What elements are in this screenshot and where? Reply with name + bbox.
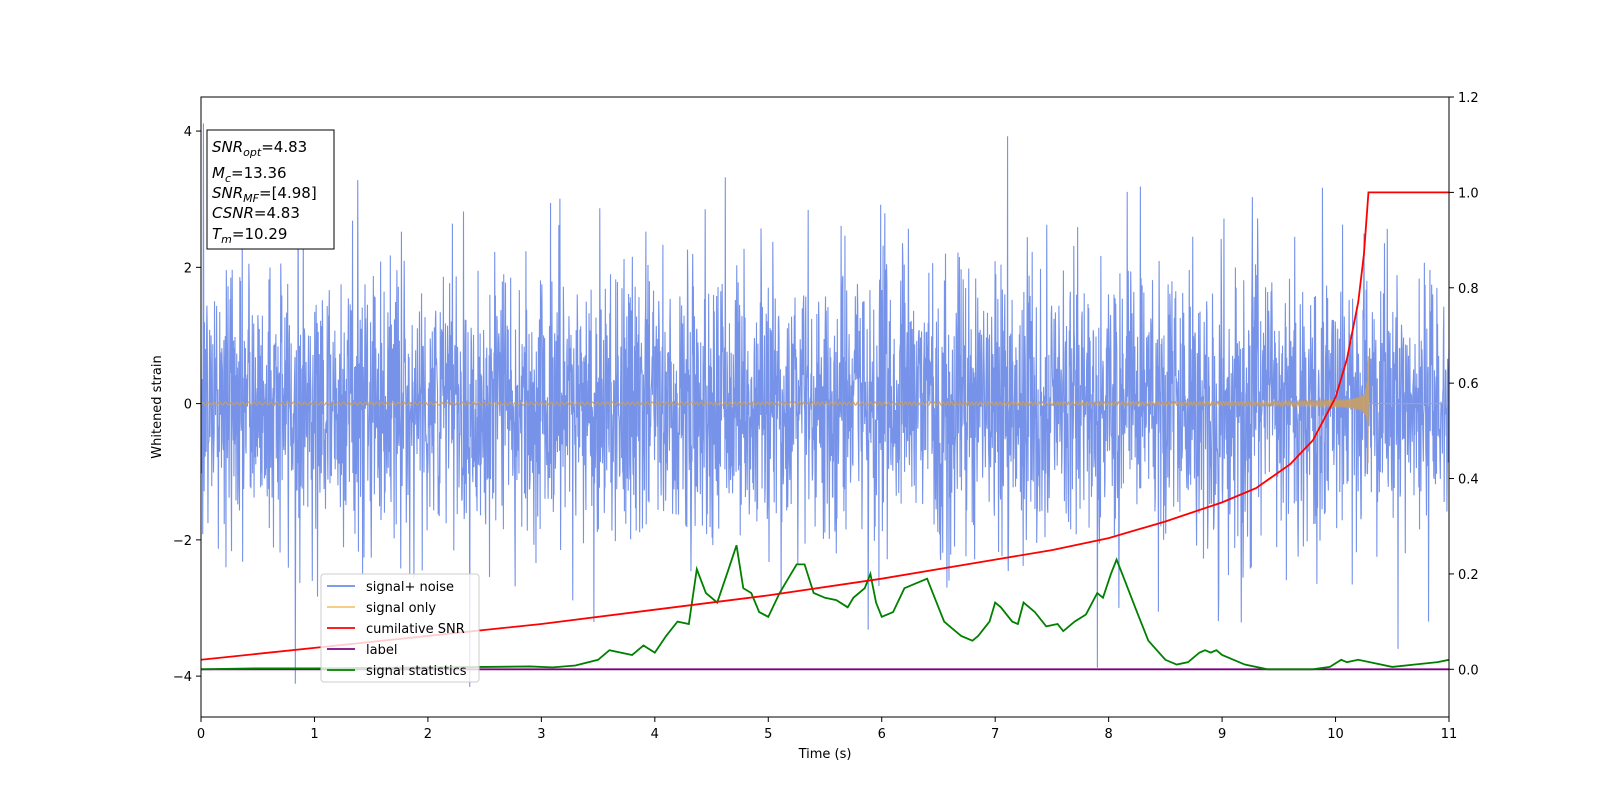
stats-box: SNRopt=4.83 Mc=13.36SNRMF=[4.98]CSNR=4.83… <box>206 129 335 250</box>
x-tick-label: 10 <box>1327 727 1344 742</box>
x-tick-label: 9 <box>1218 727 1226 742</box>
stats-line: SNRopt=4.83 <box>212 138 307 159</box>
stats-line: Mc=13.36 <box>212 164 287 185</box>
signal-noise-line <box>201 123 1449 687</box>
x-tick-label: 2 <box>424 727 432 742</box>
y2-tick-label: 0.2 <box>1458 568 1479 583</box>
cumilative-snr-line <box>201 191 1449 661</box>
legend-frame <box>320 573 480 683</box>
y-tick-label: 4 <box>184 125 192 140</box>
x-axis-label: Time (s) <box>798 747 852 762</box>
y2-tick-label: 1.0 <box>1458 186 1479 201</box>
x-axis: 0 1 2 3 4 5 6 7 8 9 10 11 <box>197 717 1457 742</box>
legend-label: signal+ noise <box>366 580 454 595</box>
x-tick-label: 11 <box>1441 727 1458 742</box>
y-tick-label: −4 <box>173 670 192 685</box>
y2-tick-label: 0.0 <box>1458 663 1479 678</box>
y2-tick-label: 0.6 <box>1458 377 1479 392</box>
y2-tick-label: 1.2 <box>1458 91 1479 106</box>
x-tick-label: 8 <box>1104 727 1112 742</box>
stats-line: SNRMF=[4.98] <box>212 184 317 205</box>
legend-label: cumilative SNR <box>366 622 465 637</box>
x-tick-label: 1 <box>310 727 318 742</box>
signal-only-line <box>201 356 1449 463</box>
plot-frame <box>200 96 1450 718</box>
legend-label: signal only <box>366 601 436 616</box>
x-tick-label: 4 <box>651 727 659 742</box>
signal-statistics-line <box>201 545 1449 671</box>
y-axis-right: 1.2 1.0 0.8 0.6 0.4 0.2 0.0 <box>1449 91 1479 678</box>
x-tick-label: 0 <box>197 727 205 742</box>
signal-noise-series <box>201 123 1449 687</box>
x-tick-label: 5 <box>764 727 772 742</box>
stats-line: CSNR=4.83 <box>212 204 300 222</box>
legend-label: signal statistics <box>366 664 467 679</box>
stats-line: Tm=10.29 <box>212 225 287 246</box>
y2-tick-label: 0.8 <box>1458 282 1479 297</box>
legend: signal+ noise signal only cumilative SNR la… <box>320 573 480 683</box>
legend-label: label <box>366 643 397 658</box>
signal-only-series <box>201 356 1449 463</box>
y-tick-label: 0 <box>184 398 192 413</box>
y-axis-left: 4 2 0 −2 −4 <box>173 125 201 685</box>
y-tick-label: 2 <box>184 261 192 276</box>
y2-tick-label: 0.4 <box>1458 473 1479 488</box>
y-axis-label: Whitened strain <box>150 355 165 458</box>
y-tick-label: −2 <box>173 534 192 549</box>
x-tick-label: 7 <box>991 727 999 742</box>
stats-box-frame <box>206 129 335 250</box>
x-tick-label: 6 <box>878 727 886 742</box>
x-tick-label: 3 <box>537 727 545 742</box>
